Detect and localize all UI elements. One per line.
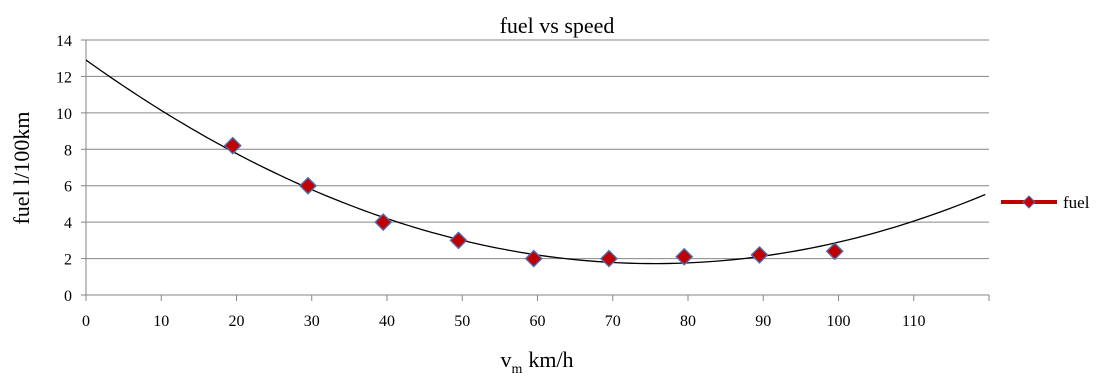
trendline-group (85, 59, 986, 265)
x-axis-title: vm km/h (500, 347, 573, 377)
y-tick-label: 6 (64, 179, 72, 196)
data-point-diamond (599, 249, 618, 268)
y-tick-label: 2 (64, 252, 72, 269)
data-point-diamond (675, 247, 694, 266)
trendline (85, 59, 986, 265)
data-point-diamond (524, 249, 543, 268)
data-point-diamond (223, 136, 242, 155)
x-tick-label: 0 (82, 313, 90, 330)
x-axis-title-unit: km/h (528, 347, 573, 372)
y-tick-label: 12 (56, 69, 72, 86)
x-axis-title-subscript: m (511, 362, 522, 377)
y-tick-label: 4 (64, 215, 72, 232)
x-tick-label: 100 (827, 313, 851, 330)
data-point-diamond (298, 176, 317, 195)
data-point-diamond (825, 242, 844, 261)
x-tick-labels: 0 10 20 30 40 50 60 70 80 90 100 110 (82, 313, 925, 330)
data-point-diamond (750, 245, 769, 264)
axes (81, 39, 990, 301)
y-axis-title: fuel l/100km (9, 111, 34, 224)
y-tick-label: 14 (56, 33, 72, 50)
x-tick-label: 60 (530, 313, 546, 330)
x-tick-label: 70 (605, 313, 621, 330)
y-tick-label: 0 (64, 288, 72, 305)
x-tick-label: 80 (680, 313, 696, 330)
x-tick-label: 20 (229, 313, 245, 330)
x-tick-label: 30 (304, 313, 320, 330)
x-tick-label: 90 (755, 313, 771, 330)
x-axis-title-prefix: v (500, 347, 511, 372)
data-point-diamond (374, 213, 393, 232)
y-tick-labels: 0 2 4 6 8 10 12 14 (56, 33, 72, 305)
data-points (223, 136, 844, 268)
data-point-diamond (449, 231, 468, 250)
legend-marker (1022, 195, 1036, 209)
y-tick-label: 8 (64, 142, 72, 159)
x-tick-label: 50 (454, 313, 470, 330)
legend: fuel (1001, 193, 1090, 212)
x-tick-label: 40 (379, 313, 395, 330)
chart-title: fuel vs speed (500, 13, 615, 38)
gridlines (86, 39, 989, 260)
legend-label-fuel: fuel (1063, 193, 1090, 212)
x-tick-label: 110 (902, 313, 925, 330)
y-tick-label: 10 (56, 106, 72, 123)
x-tick-label: 10 (153, 313, 169, 330)
